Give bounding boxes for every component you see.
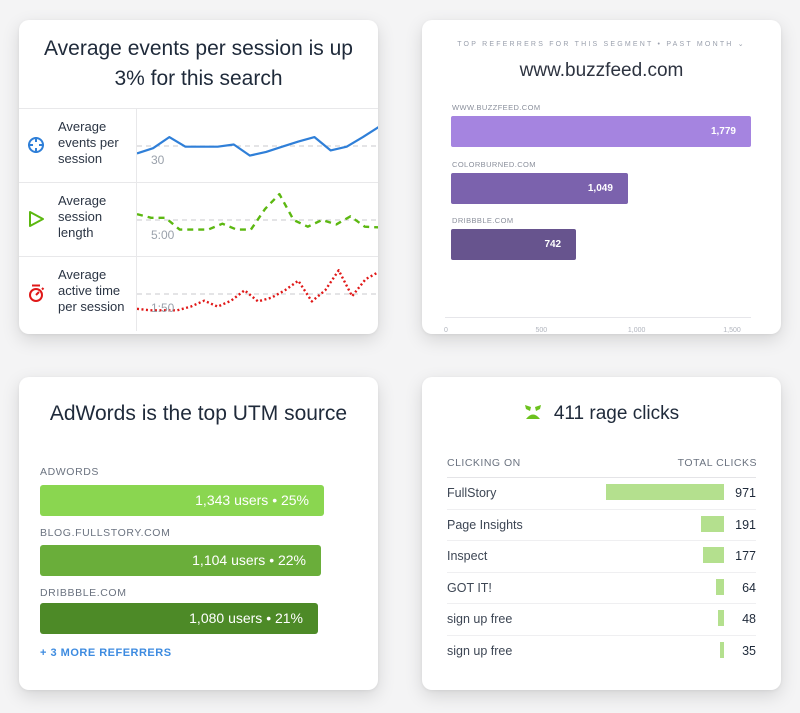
element-name: GOT IT! — [447, 580, 492, 595]
utm-source-card: AdWords is the top UTM source ADWORDS 1,… — [19, 377, 378, 690]
click-count: 177 — [735, 549, 756, 563]
sparkline-svg — [137, 192, 378, 231]
element-name: Page Insights — [447, 517, 523, 532]
col-header-clicking-on: CLICKING ON — [447, 457, 521, 469]
sparkline-svg — [137, 126, 378, 157]
stopwatch-icon — [29, 284, 45, 302]
rage-click-row[interactable]: GOT IT! 64 — [447, 571, 756, 603]
referrer-bar[interactable]: 742 — [451, 229, 577, 260]
sparkline-session-length: 5:00 — [136, 183, 378, 257]
metric-row-active-time[interactable]: Average active time per session 1:50 — [19, 256, 378, 334]
utm-source-bar[interactable]: 1,104 users • 22% — [40, 545, 321, 576]
sparkline-active-time: 1:50 — [136, 257, 378, 331]
rage-clicks-count: 411 rage clicks — [553, 403, 680, 424]
click-count: 35 — [742, 643, 756, 658]
sparkline-line — [137, 126, 378, 157]
utm-card-title: AdWords is the top UTM source — [49, 402, 348, 425]
click-count: 64 — [742, 580, 756, 595]
referrer-bar[interactable]: 1,049 — [451, 173, 628, 204]
top-referrers-card: TOP REFERRERS FOR THIS SEGMENT • PAST MO… — [422, 20, 781, 334]
referrer-bar[interactable]: 1,779 — [451, 116, 751, 147]
x-tick-label: 1,000 — [627, 327, 646, 334]
metric-label: Average session length — [58, 193, 107, 240]
click-count-bar — [718, 610, 724, 626]
period-dropdown[interactable]: TOP REFERRERS FOR THIS SEGMENT • PAST MO… — [457, 41, 746, 48]
click-count: 191 — [735, 517, 756, 532]
x-tick-label: 1,500 — [723, 327, 741, 334]
x-axis-line — [445, 317, 751, 318]
click-count-bar — [716, 578, 724, 595]
crosshair-icon — [28, 137, 44, 153]
baseline-label: 5:00 — [151, 228, 175, 242]
click-count-bar — [700, 515, 724, 532]
click-count: 48 — [742, 612, 756, 626]
utm-source-bar[interactable]: 1,080 users • 21% — [40, 603, 318, 634]
x-tick-label: 0 — [444, 327, 448, 334]
x-tick-label: 500 — [535, 327, 548, 334]
events-card-title: Average events per session is up 3% for … — [44, 37, 353, 90]
col-header-total-clicks: TOTAL CLICKS — [677, 457, 757, 469]
sparkline-line — [137, 269, 378, 312]
baseline-label: 30 — [151, 153, 165, 167]
referrer-label: WWW.BUZZFEED.COM — [452, 103, 541, 112]
sparkline-line — [137, 192, 378, 231]
utm-source-label: BLOG.FULLSTORY.COM — [40, 527, 171, 539]
referrer-value: 1,049 — [587, 183, 613, 194]
more-referrers-link[interactable]: + 3 MORE REFERRERS — [40, 647, 172, 659]
rage-click-row[interactable]: FullStory 971 — [447, 477, 756, 508]
baseline-label: 1:50 — [151, 301, 175, 315]
angry-face-icon — [524, 405, 541, 419]
click-count-bar — [702, 547, 724, 563]
rage-clicks-title: 411 rage clicks — [422, 403, 781, 425]
metric-row-session-length[interactable]: Average session length 5:00 — [19, 182, 378, 257]
events-per-session-card: Average events per session is up 3% for … — [19, 20, 378, 334]
referrer-label: DRIBBBLE.COM — [452, 216, 514, 225]
utm-source-label: ADWORDS — [40, 466, 100, 478]
metric-label: Average events per session — [58, 119, 119, 166]
click-count-bar — [719, 641, 724, 658]
rage-clicks-card: 411 rage clicks CLICKING ON TOTAL CLICKS… — [422, 377, 781, 690]
element-name: Inspect — [447, 549, 488, 563]
referrer-value: 742 — [544, 239, 562, 250]
click-count-bar — [606, 484, 724, 500]
metric-label: Average active time per session — [58, 267, 125, 314]
element-name: FullStory — [447, 486, 497, 500]
rage-click-row[interactable]: Page Insights 191 — [447, 508, 756, 540]
rage-click-row[interactable]: sign up free 35 — [447, 634, 756, 666]
utm-value: 1,080 users • 21% — [189, 610, 303, 626]
utm-source-label: DRIBBBLE.COM — [40, 587, 127, 599]
referrer-label: COLORBURNED.COM — [452, 160, 536, 169]
rage-click-row[interactable]: Inspect 177 — [447, 540, 756, 571]
utm-value: 1,104 users • 22% — [192, 552, 306, 568]
referrer-title: www.buzzfeed.com — [519, 60, 684, 81]
rage-click-row[interactable]: sign up free 48 — [447, 603, 756, 634]
sparkline-events: 30 — [136, 109, 378, 183]
click-count: 971 — [735, 486, 756, 500]
element-name: sign up free — [447, 612, 513, 626]
utm-source-bar[interactable]: 1,343 users • 25% — [40, 485, 324, 516]
sparkline-svg — [137, 269, 378, 312]
play-icon — [29, 211, 44, 227]
metric-row-events[interactable]: Average events per session 30 — [19, 108, 378, 183]
element-name: sign up free — [447, 643, 513, 658]
utm-value: 1,343 users • 25% — [195, 492, 309, 508]
referrer-value: 1,779 — [710, 126, 736, 137]
